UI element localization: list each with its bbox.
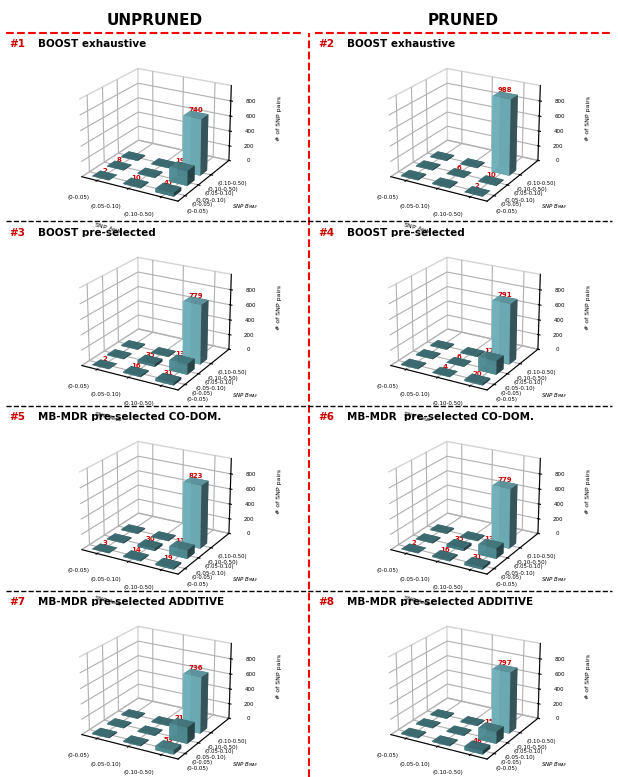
Text: MB-MDR pre-selected ADDITIVE: MB-MDR pre-selected ADDITIVE [38, 598, 224, 607]
Text: #7: #7 [9, 598, 25, 607]
X-axis label: SNP A$_{MAF}$: SNP A$_{MAF}$ [402, 594, 434, 609]
Text: #3: #3 [9, 228, 25, 238]
Text: #5: #5 [9, 413, 25, 422]
Text: BOOST pre-selected: BOOST pre-selected [347, 228, 465, 238]
Text: #1: #1 [9, 40, 25, 49]
Text: PRUNED: PRUNED [428, 12, 499, 28]
X-axis label: SNP A$_{MAF}$: SNP A$_{MAF}$ [402, 409, 434, 425]
Text: #4: #4 [318, 228, 334, 238]
X-axis label: SNP A$_{MAF}$: SNP A$_{MAF}$ [93, 409, 125, 425]
Text: MB-MDR pre-selected ADDITIVE: MB-MDR pre-selected ADDITIVE [347, 598, 533, 607]
Text: #2: #2 [318, 40, 334, 49]
Text: UNPRUNED: UNPRUNED [106, 12, 203, 28]
X-axis label: SNP A$_{MAF}$: SNP A$_{MAF}$ [402, 221, 434, 236]
Text: BOOST pre-selected: BOOST pre-selected [38, 228, 156, 238]
Text: #6: #6 [318, 413, 334, 422]
Text: MB-MDR pre-selected CO-DOM.: MB-MDR pre-selected CO-DOM. [38, 413, 221, 422]
Text: #8: #8 [318, 598, 334, 607]
Text: MB-MDR  pre-selected CO-DOM.: MB-MDR pre-selected CO-DOM. [347, 413, 534, 422]
X-axis label: SNP A$_{MAF}$: SNP A$_{MAF}$ [93, 221, 125, 236]
Text: BOOST exhaustive: BOOST exhaustive [38, 40, 146, 49]
X-axis label: SNP A$_{MAF}$: SNP A$_{MAF}$ [93, 594, 125, 609]
Text: BOOST exhaustive: BOOST exhaustive [347, 40, 455, 49]
